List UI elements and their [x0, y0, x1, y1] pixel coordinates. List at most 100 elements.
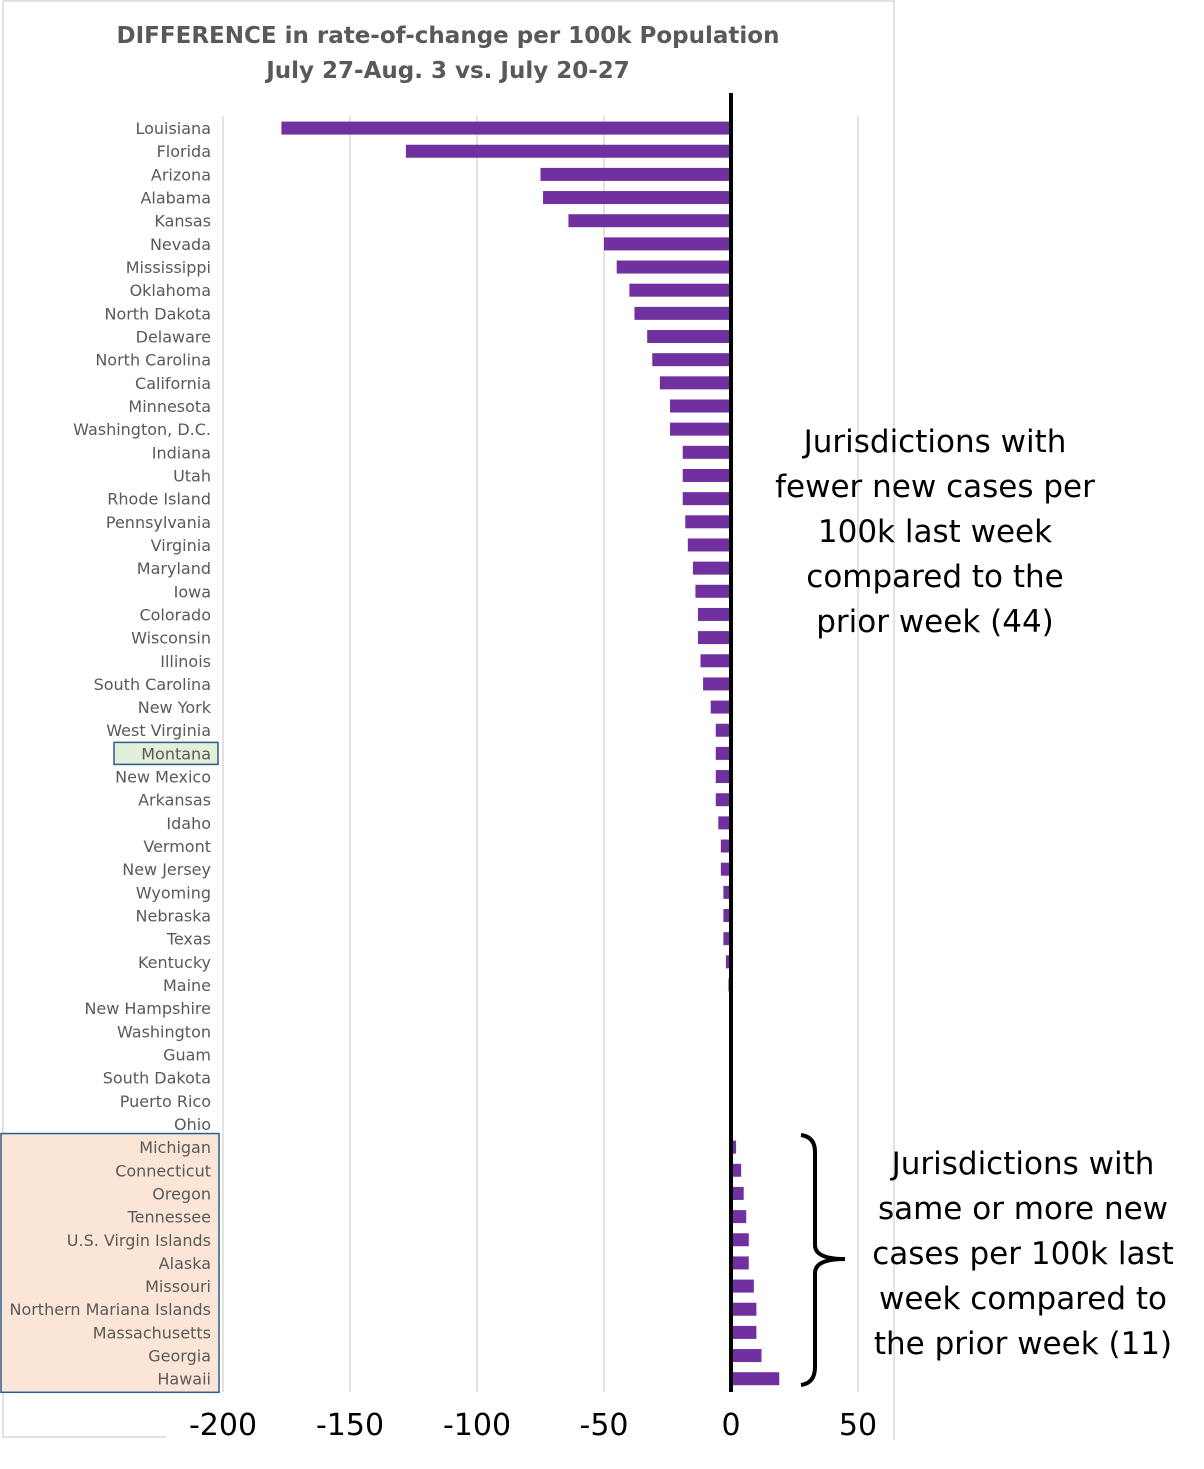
category-label: U.S. Virgin Islands: [67, 1231, 211, 1250]
bar: [723, 885, 731, 899]
category-label: Rhode Island: [107, 490, 211, 509]
annotation-more-line: same or more new: [877, 1191, 1169, 1227]
bar: [629, 283, 731, 297]
bar: [715, 746, 731, 760]
bar: [616, 260, 731, 274]
category-label: Tennessee: [127, 1208, 211, 1227]
annotation-fewer-line: compared to the: [806, 559, 1064, 595]
annotation-fewer-line: fewer new cases per: [775, 469, 1095, 505]
category-label: Indiana: [152, 443, 211, 462]
category-label: Massachusetts: [93, 1323, 211, 1342]
bar: [670, 422, 731, 436]
chart-subtitle: July 27-Aug. 3 vs. July 20-27: [264, 58, 630, 84]
bar: [731, 1233, 749, 1247]
annotation-fewer-line: prior week (44): [816, 604, 1054, 640]
category-label: New Mexico: [115, 768, 211, 787]
category-label: Louisiana: [135, 119, 211, 138]
annotation-fewer-line: Jurisdictions with: [803, 424, 1067, 460]
annotation-more-line: Jurisdictions with: [891, 1146, 1155, 1182]
category-label: Florida: [157, 142, 211, 161]
category-label: Connecticut: [115, 1161, 211, 1180]
category-label: Texas: [166, 930, 211, 949]
category-label: Washington: [117, 1022, 211, 1041]
bar: [720, 862, 731, 876]
bar: [568, 214, 731, 228]
bar: [731, 1302, 757, 1316]
category-label: Iowa: [174, 582, 211, 601]
bar: [687, 538, 731, 552]
category-label: Illinois: [160, 652, 211, 671]
category-label: Utah: [173, 466, 211, 485]
bar: [703, 677, 731, 691]
bar: [604, 237, 731, 251]
highlight-montana: [113, 741, 219, 766]
category-label: Alaska: [159, 1254, 211, 1273]
x-tick-label: -50: [580, 1408, 629, 1443]
annotation-more-line: cases per 100k last: [872, 1236, 1174, 1272]
category-label: North Dakota: [104, 304, 211, 323]
bar: [682, 468, 731, 482]
category-label: Nebraska: [136, 907, 211, 926]
curly-brace: [800, 1133, 846, 1387]
category-label: Oregon: [152, 1184, 211, 1203]
x-tick-label: -200: [189, 1408, 257, 1443]
category-label: Alabama: [140, 189, 211, 208]
category-label: North Carolina: [95, 351, 211, 370]
bar: [718, 816, 731, 830]
bar: [731, 1372, 780, 1386]
bar: [731, 1186, 744, 1200]
highlight-increase-group: [0, 1132, 220, 1394]
bar: [695, 584, 731, 598]
highlight-boxes: [0, 741, 220, 1394]
x-tick-label: 50: [839, 1408, 877, 1443]
category-label: Ohio: [174, 1115, 211, 1134]
annotation-more-line: week compared to: [879, 1281, 1167, 1317]
bars: [281, 93, 780, 1392]
annotation-fewer: Jurisdictions with fewer new cases per 1…: [760, 420, 1110, 645]
category-label: Georgia: [148, 1347, 211, 1366]
bar: [659, 376, 731, 390]
category-label: Arizona: [151, 165, 211, 184]
bar: [710, 700, 731, 714]
category-label: Michigan: [139, 1138, 211, 1157]
category-label: South Carolina: [94, 675, 211, 694]
bar: [731, 1349, 762, 1363]
category-label: Pennsylvania: [106, 513, 211, 532]
x-tick-label: -150: [316, 1408, 384, 1443]
frame-border: [2, 1, 166, 1438]
bar: [731, 1210, 747, 1224]
category-label: Missouri: [145, 1277, 211, 1296]
annotation-more: Jurisdictions with same or more new case…: [853, 1142, 1193, 1367]
category-label: Puerto Rico: [120, 1092, 211, 1111]
category-label: Colorado: [139, 605, 211, 624]
category-label: Mississippi: [126, 258, 211, 277]
category-label: California: [135, 374, 211, 393]
category-label: Nevada: [150, 235, 211, 254]
category-label: South Dakota: [103, 1069, 211, 1088]
bar: [692, 561, 731, 575]
bar: [731, 1163, 742, 1177]
bar: [731, 1279, 754, 1293]
category-label: Montana: [141, 744, 211, 763]
bar: [715, 770, 731, 784]
bar: [715, 793, 731, 807]
category-label: New Hampshire: [84, 999, 211, 1018]
category-label: Hawaii: [157, 1370, 211, 1389]
bar: [697, 631, 731, 645]
bar: [715, 723, 731, 737]
category-label: Maryland: [137, 559, 211, 578]
bar: [700, 654, 731, 668]
bar: [682, 492, 731, 506]
frame-border: [3, 0, 895, 1440]
gridlines: [222, 116, 859, 1392]
bar: [685, 515, 731, 529]
annotation-more-line: the prior week (11): [873, 1326, 1173, 1362]
annotation-fewer-line: 100k last week: [817, 514, 1053, 550]
bar: [281, 121, 731, 135]
bar: [634, 306, 731, 320]
category-label: Arkansas: [138, 791, 211, 810]
category-label: New Jersey: [122, 860, 211, 879]
category-label: Kansas: [154, 212, 211, 231]
